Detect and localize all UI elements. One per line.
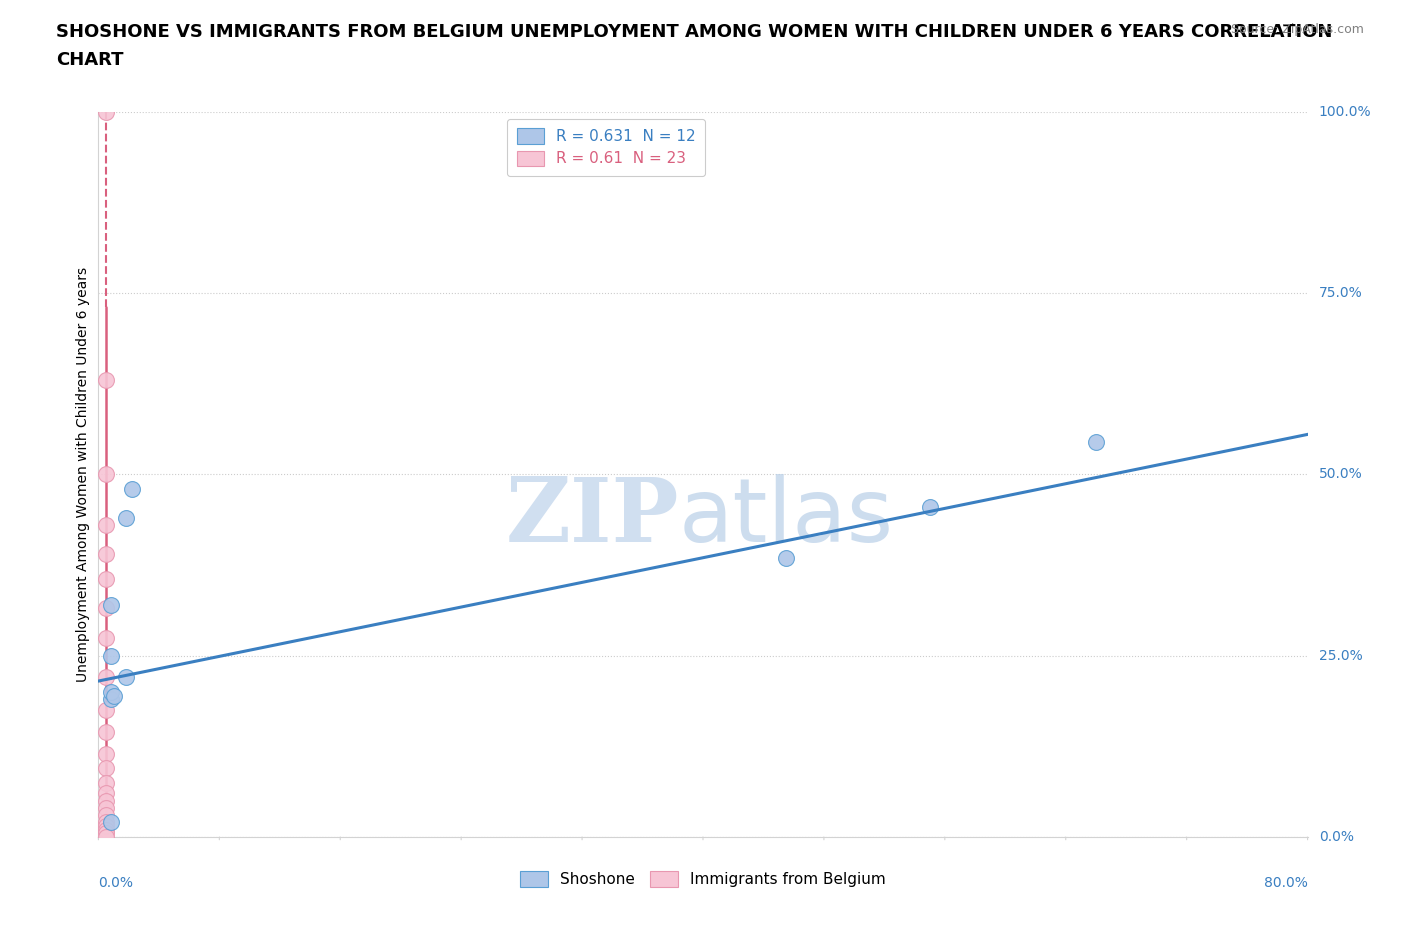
Point xyxy=(775,551,797,565)
Point xyxy=(918,499,941,514)
Point xyxy=(100,597,122,612)
Point xyxy=(121,482,143,497)
Point xyxy=(94,670,117,684)
Point xyxy=(114,511,136,525)
Point xyxy=(94,518,117,533)
Point xyxy=(94,786,117,801)
Point xyxy=(100,692,122,707)
Point xyxy=(100,648,122,663)
Point xyxy=(100,684,122,699)
Point xyxy=(94,724,117,739)
Point xyxy=(94,776,117,790)
Point xyxy=(94,822,117,837)
Text: 25.0%: 25.0% xyxy=(1319,648,1362,663)
Point xyxy=(94,746,117,761)
Point xyxy=(103,688,125,703)
Point xyxy=(94,467,117,482)
Text: ZIP: ZIP xyxy=(505,474,679,562)
Point xyxy=(94,815,117,830)
Point xyxy=(114,670,136,684)
Text: 75.0%: 75.0% xyxy=(1319,286,1362,300)
Point xyxy=(94,104,117,119)
Text: Source: ZipAtlas.com: Source: ZipAtlas.com xyxy=(1230,23,1364,36)
Text: 100.0%: 100.0% xyxy=(1319,104,1371,119)
Text: CHART: CHART xyxy=(56,51,124,69)
Text: SHOSHONE VS IMMIGRANTS FROM BELGIUM UNEMPLOYMENT AMONG WOMEN WITH CHILDREN UNDER: SHOSHONE VS IMMIGRANTS FROM BELGIUM UNEM… xyxy=(56,23,1333,41)
Text: 50.0%: 50.0% xyxy=(1319,467,1362,482)
Point xyxy=(94,547,117,562)
Point xyxy=(1085,434,1108,449)
Legend: Shoshone, Immigrants from Belgium: Shoshone, Immigrants from Belgium xyxy=(513,863,893,895)
Point xyxy=(94,761,117,776)
Point xyxy=(100,815,122,830)
Point xyxy=(94,830,117,844)
Point xyxy=(94,373,117,388)
Point xyxy=(94,801,117,816)
Point xyxy=(94,601,117,616)
Point xyxy=(94,818,117,833)
Point xyxy=(94,793,117,808)
Point xyxy=(94,826,117,841)
Text: 0.0%: 0.0% xyxy=(98,876,134,890)
Text: 0.0%: 0.0% xyxy=(1319,830,1354,844)
Point xyxy=(94,808,117,823)
Text: 80.0%: 80.0% xyxy=(1264,876,1308,890)
Point xyxy=(94,572,117,587)
Point xyxy=(94,631,117,645)
Text: atlas: atlas xyxy=(679,474,894,562)
Point xyxy=(94,703,117,718)
Y-axis label: Unemployment Among Women with Children Under 6 years: Unemployment Among Women with Children U… xyxy=(76,267,90,682)
